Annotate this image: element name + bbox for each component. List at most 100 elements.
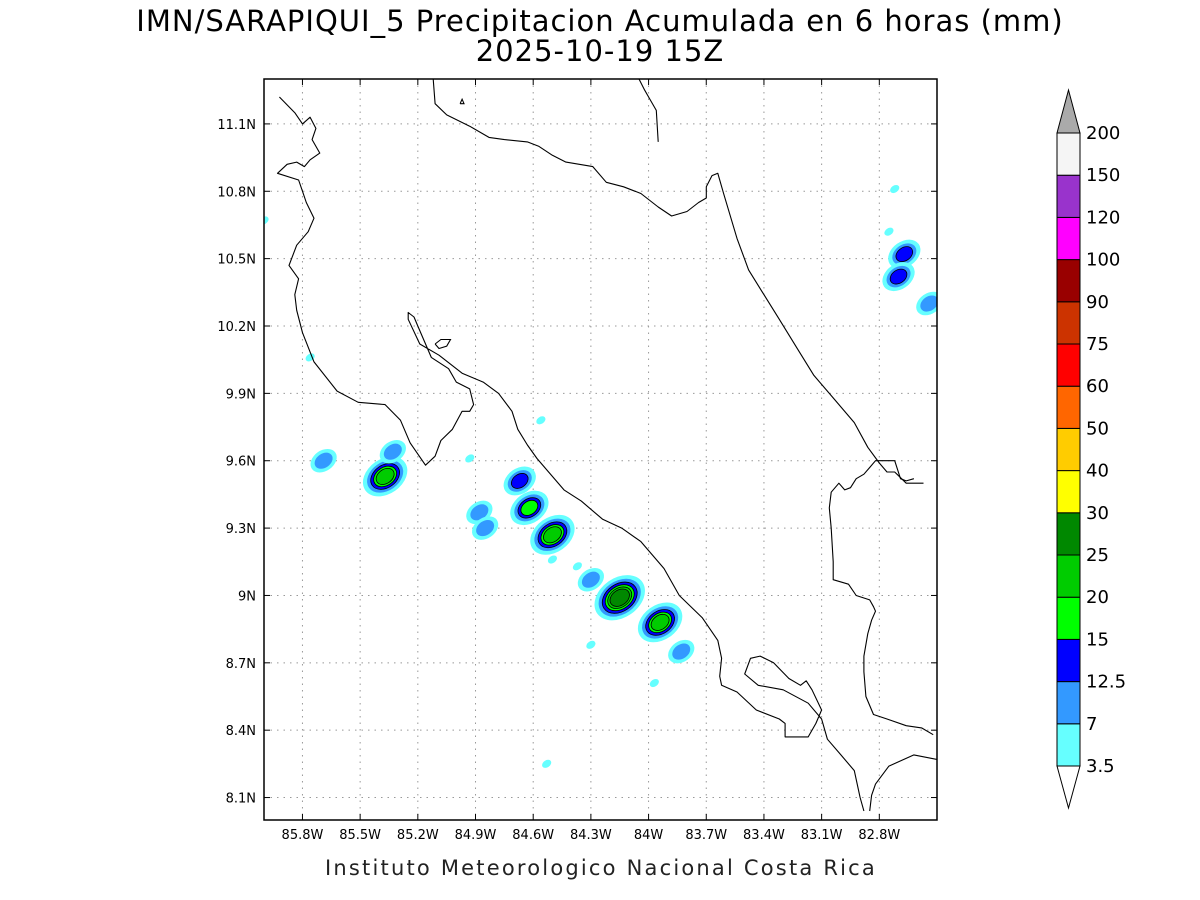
colorbar-level-label: 3.5: [1086, 756, 1115, 777]
precip-contour: [889, 268, 908, 285]
colorbar-level-label: 50: [1086, 418, 1109, 439]
precip-contour: [470, 504, 489, 521]
precip-contour: [536, 416, 546, 425]
precip-contour: [264, 216, 269, 225]
coastline-segment: [276, 96, 865, 812]
precip-contour: [314, 452, 333, 469]
colorbar-swatch: [1056, 638, 1081, 683]
precip-contour: [884, 227, 894, 236]
colorbar-swatch: [1056, 132, 1081, 176]
precip-cell: [530, 514, 575, 555]
lon-tick-label: 85.5W: [339, 828, 381, 843]
lon-tick-label: 85.2W: [397, 828, 439, 843]
precip-cell: [882, 262, 915, 292]
colorbar-level-label: 25: [1086, 545, 1109, 566]
precip-cell: [594, 575, 645, 621]
colorbar-swatch: [1056, 512, 1081, 556]
precip-contour: [383, 443, 402, 460]
precip-cell: [586, 640, 596, 649]
lon-tick-label: 84.9W: [455, 828, 497, 843]
footer-credit: Instituto Meteorologico Nacional Costa R…: [325, 856, 877, 880]
precip-contour: [895, 246, 914, 263]
precipitation-cells: [264, 184, 937, 768]
colorbar-swatch: [1056, 301, 1081, 345]
precip-cell: [536, 416, 546, 425]
precip-contour: [375, 467, 395, 485]
lat-tick-label: 9.9N: [226, 387, 256, 402]
lon-tick-label: 84.6W: [512, 828, 554, 843]
colorbar-level-label: 30: [1086, 503, 1109, 524]
coastline: [276, 79, 937, 812]
precip-cell: [572, 562, 582, 571]
colorbar-swatch: [1056, 343, 1081, 387]
lat-tick-label: 8.1N: [226, 792, 256, 807]
precip-contour: [609, 588, 630, 607]
colorbar-swatch: [1056, 427, 1081, 472]
colorbar-swatch: [1056, 259, 1081, 303]
precip-contour: [543, 526, 562, 544]
lon-tick-label: 85.8W: [282, 828, 324, 843]
precip-contour: [542, 759, 552, 768]
precip-cell: [510, 490, 549, 526]
precip-contour: [305, 353, 315, 362]
lon-tick-label: 84.3W: [570, 828, 612, 843]
colorbar-level-label: 200: [1086, 123, 1120, 144]
lat-tick-label: 8.7N: [226, 657, 256, 672]
colorbar-level-label: 90: [1086, 292, 1109, 313]
latitude-axis: 8.1N 8.4N 8.7N 9N 9.3N 9.6N 9.9N 10.2N 10.5N 10.8…: [217, 118, 937, 807]
colorbar-swatch: [1056, 385, 1081, 429]
colorbar-swatch: [1056, 470, 1081, 514]
precip-cell: [379, 439, 406, 464]
lat-tick-label: 9.3N: [226, 522, 256, 537]
island-outline: [459, 97, 465, 105]
precip-cell: [310, 448, 337, 473]
colorbar-level-label: 75: [1086, 334, 1109, 355]
colorbar-level-label: 7: [1086, 714, 1097, 735]
lon-tick-label: 83.7W: [685, 828, 727, 843]
precip-cell: [890, 184, 900, 194]
precip-cell: [503, 466, 536, 496]
coastline-segment: [828, 460, 934, 736]
lon-tick-label: 83.4W: [743, 828, 785, 843]
precip-cell: [668, 639, 695, 664]
colorbar-level-label: 40: [1086, 461, 1109, 482]
precip-contour: [547, 555, 557, 564]
precip-contour: [890, 184, 900, 194]
lat-tick-label: 11.1N: [217, 118, 256, 133]
lon-tick-label: 83.1W: [801, 828, 843, 843]
colorbar-level-label: 15: [1086, 629, 1109, 650]
colorbar-swatch: [1056, 723, 1081, 767]
precip-contour: [572, 562, 582, 571]
precip-cell: [649, 678, 659, 688]
colorbar-level-label: 150: [1086, 165, 1120, 186]
coastline-segment: [869, 754, 937, 812]
coastline-segment: [432, 79, 924, 484]
precip-cell: [884, 227, 894, 236]
longitude-axis: 85.8W 85.5W 85.2W 84.9W 84.6W 84.3W 84W 83.7W 83…: [282, 79, 900, 843]
colorbar-level-label: 100: [1086, 250, 1120, 271]
precip-contour: [510, 473, 529, 489]
colorbar-level-label: 60: [1086, 376, 1109, 397]
lat-tick-label: 8.4N: [226, 724, 256, 739]
precip-contour: [520, 499, 539, 516]
colorbar-swatch: [1056, 596, 1081, 640]
map-title: IMN/SARAPIQUI_5 Precipitacion Acumulada …: [136, 4, 1064, 38]
precip-contour: [920, 295, 937, 312]
plot-frame: [263, 78, 938, 821]
colorbar-level-label: 12.5: [1086, 672, 1126, 693]
map-grid: [264, 79, 937, 820]
precip-contour: [649, 678, 659, 688]
colorbar-level-label: 20: [1086, 587, 1109, 608]
precip-contour: [476, 520, 495, 537]
colorbar-legend: 3.5 7 12.5 15 20 25 30 40 50 60 75 90 100 120 150 200: [1056, 88, 1126, 810]
colorbar-level-label: 120: [1086, 207, 1120, 228]
lat-tick-label: 10.8N: [217, 185, 256, 200]
colorbar-min-arrow: [1056, 765, 1081, 810]
colorbar-swatch: [1056, 216, 1081, 261]
precip-cell: [542, 759, 552, 768]
coastline-segment: [638, 79, 659, 142]
precip-cell: [362, 456, 408, 497]
colorbar-swatch: [1056, 174, 1081, 218]
precip-cell: [472, 516, 499, 540]
